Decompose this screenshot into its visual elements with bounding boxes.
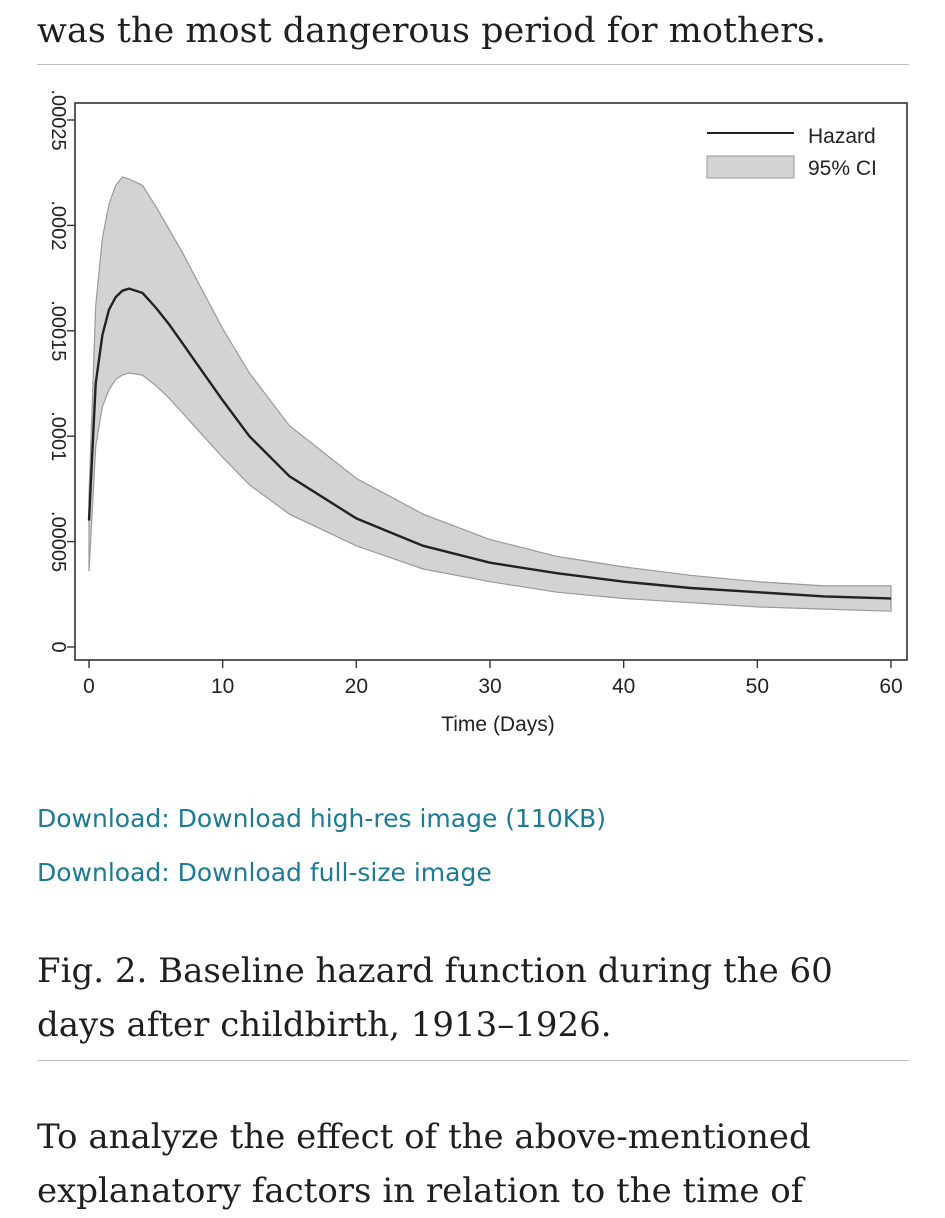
- divider-bottom: [37, 1060, 909, 1061]
- hazard-line: [87, 287, 892, 600]
- body-text-top: was the most dangerous period for mother…: [37, 11, 827, 51]
- legend-label-ci: 95% CI: [808, 157, 877, 180]
- figure-caption: Fig. 2. Baseline hazard function during …: [37, 951, 833, 1045]
- download-full-size-link[interactable]: Download: Download full-size image: [37, 858, 492, 887]
- body-text-bottom: To analyze the effect of the above-menti…: [37, 1117, 811, 1211]
- x-tick-label: 60: [879, 675, 902, 698]
- x-tick-label: 0: [83, 675, 95, 698]
- y-tick-label: .00005: [47, 511, 69, 572]
- y-tick-label: .0002: [47, 200, 69, 250]
- y-tick-label: .00025: [47, 89, 69, 150]
- divider-top: [37, 64, 909, 65]
- x-axis: 0 10 20 30 40 50 60: [83, 660, 903, 698]
- download-high-res-link[interactable]: Download: Download high-res image (110KB…: [37, 804, 607, 833]
- y-tick-label: 0: [47, 641, 69, 652]
- legend: Hazard 95% CI: [706, 125, 877, 180]
- x-axis-label: Time (Days): [441, 713, 555, 736]
- legend-label-hazard: Hazard: [808, 125, 876, 148]
- x-tick-label: 50: [746, 675, 769, 698]
- x-tick-label: 40: [612, 675, 635, 698]
- legend-band-swatch: [706, 155, 795, 179]
- y-axis: 0 .00005 .0001 .00015 .0002 .00025: [47, 89, 75, 653]
- y-tick-label: .0001: [47, 411, 69, 461]
- x-tick-label: 20: [345, 675, 368, 698]
- x-tick-label: 30: [478, 675, 501, 698]
- x-tick-label: 10: [211, 675, 234, 698]
- ci-band: [88, 176, 892, 612]
- y-tick-label: .00015: [47, 300, 69, 361]
- hazard-chart: 0 10 20 30 40 50 60 0 .00005 .0001 .00015 .0002 .00…: [47, 89, 908, 736]
